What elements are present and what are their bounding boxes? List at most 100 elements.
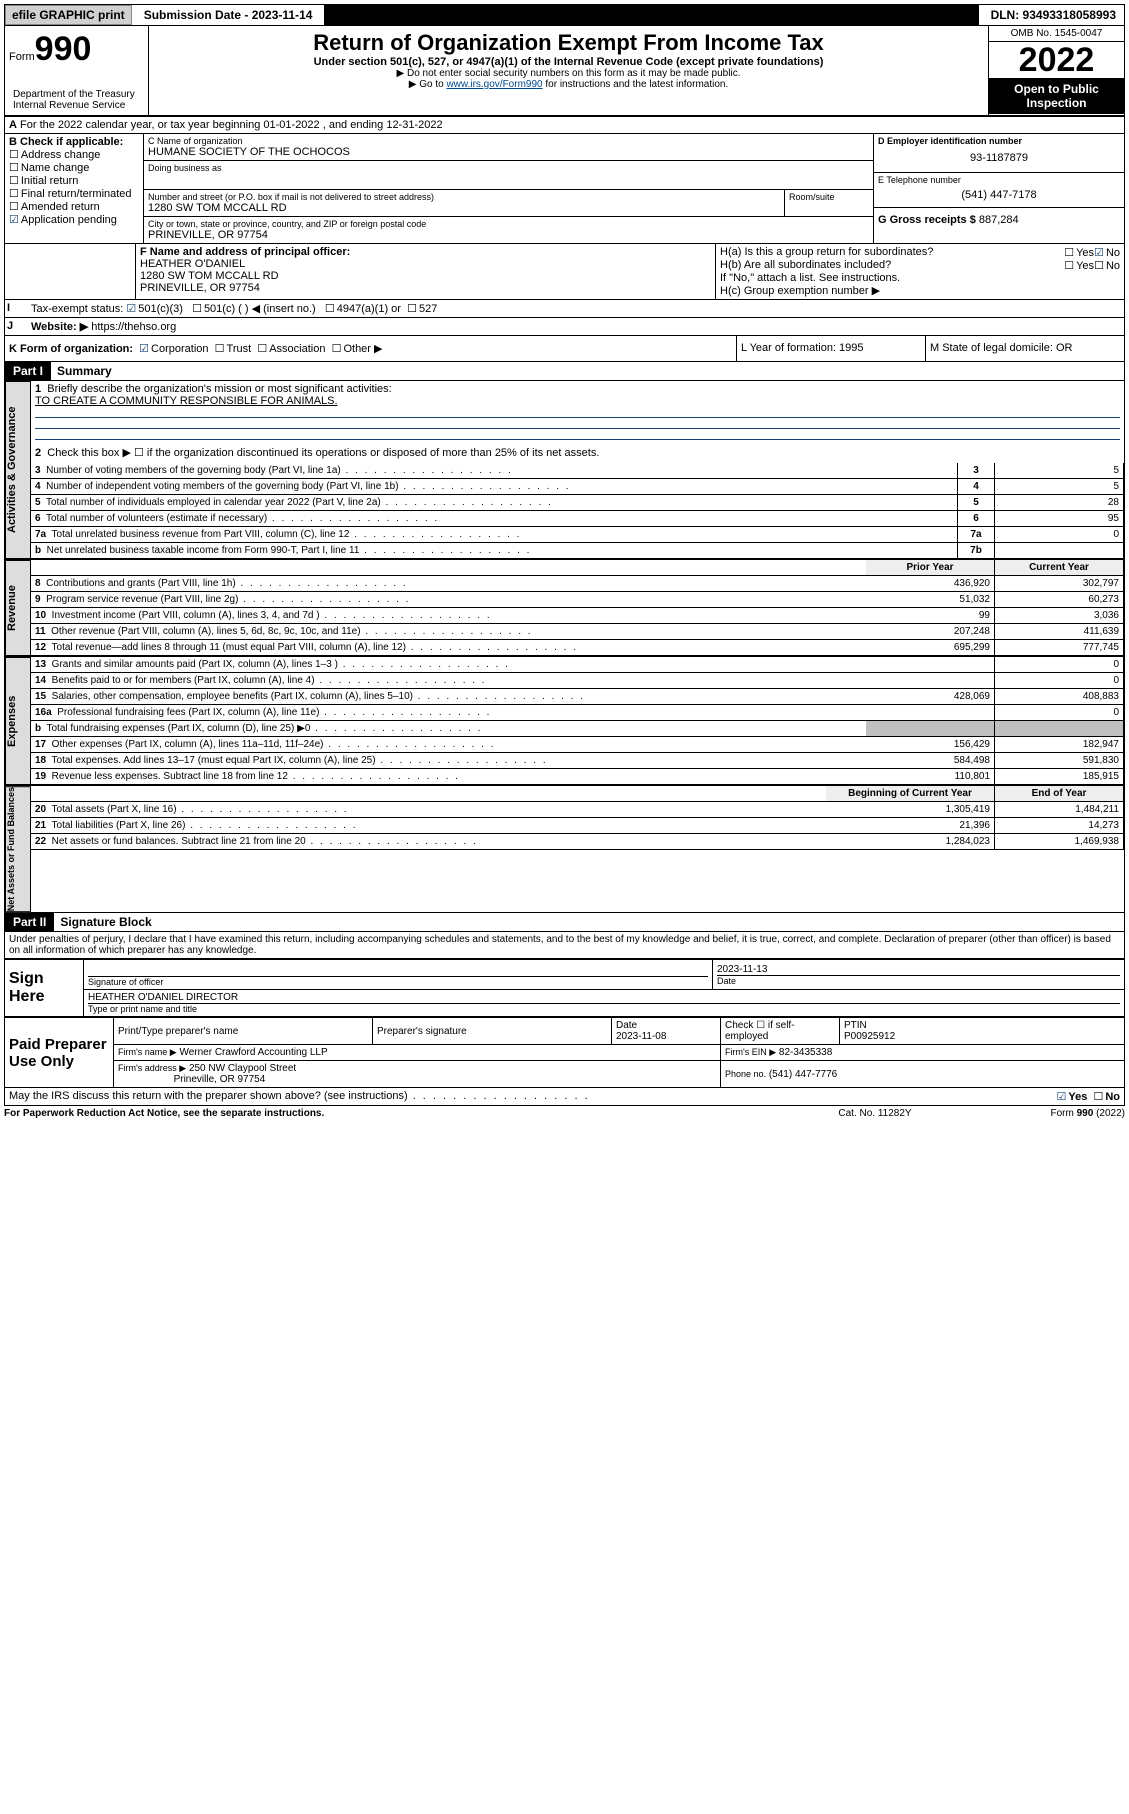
chk-501c3[interactable]: 501(c)(3): [126, 303, 183, 315]
topbar-spacer: [324, 5, 978, 25]
part1-header: Part I Summary: [4, 362, 1125, 381]
chk-527[interactable]: 527: [407, 303, 437, 315]
box-k-label: K Form of organization:: [9, 343, 133, 355]
part1-label: Part I: [5, 362, 51, 380]
top-bar: efile GRAPHIC print Submission Date - 20…: [4, 4, 1125, 26]
open-to-public: Open to Public Inspection: [989, 78, 1124, 114]
klm-block: K Form of organization: Corporation Trus…: [4, 336, 1125, 362]
line-a-text: For the 2022 calendar year, or tax year …: [20, 119, 443, 131]
website-value[interactable]: https://thehso.org: [91, 321, 176, 333]
pt-date-value: 2023-11-08: [616, 1031, 666, 1042]
firm-phone: (541) 447-7776: [769, 1069, 837, 1080]
dba-label: Doing business as: [148, 163, 869, 173]
hb-no[interactable]: No: [1094, 259, 1120, 272]
website-label: Website: ▶: [31, 321, 88, 333]
may-yes[interactable]: Yes: [1056, 1090, 1087, 1103]
ij-block: I Tax-exempt status: 501(c)(3) 501(c) ( …: [4, 300, 1125, 318]
gov-table: 3 Number of voting members of the govern…: [31, 463, 1124, 559]
hc-label: H(c) Group exemption number ▶: [720, 284, 1120, 297]
box-f-label: F Name and address of principal officer:: [140, 246, 711, 258]
box-b: B Check if applicable: Address change Na…: [5, 134, 144, 243]
efile-print-button[interactable]: efile GRAPHIC print: [5, 5, 132, 25]
officer-addr2: PRINEVILLE, OR 97754: [140, 282, 711, 294]
firm-addr2: Prineville, OR 97754: [174, 1074, 266, 1085]
box-f: F Name and address of principal officer:…: [136, 244, 716, 299]
pt-date-label: Date: [616, 1020, 637, 1031]
form-title: Return of Organization Exempt From Incom…: [153, 30, 984, 56]
box-b-label: B Check if applicable:: [9, 136, 139, 148]
form-subtitle: Under section 501(c), 527, or 4947(a)(1)…: [153, 56, 984, 68]
chk-address-change[interactable]: Address change: [9, 148, 139, 161]
note2-post: for instructions and the latest informat…: [543, 79, 729, 90]
hdr-prior: Prior Year: [866, 560, 995, 576]
box-l: L Year of formation: 1995: [737, 336, 926, 361]
hb-label: H(b) Are all subordinates included?: [720, 259, 1064, 272]
tax-status-label: Tax-exempt status:: [31, 303, 123, 315]
note2-pre: ▶ Go to: [409, 79, 447, 90]
type-name-label: Type or print name and title: [88, 1004, 1120, 1014]
firm-name: Werner Crawford Accounting LLP: [179, 1047, 327, 1058]
instructions-link[interactable]: www.irs.gov/Form990: [446, 79, 542, 90]
dln: DLN: 93493318058993: [983, 6, 1124, 24]
form-note-1: ▶ Do not enter social security numbers o…: [153, 68, 984, 79]
footer-mid: Cat. No. 11282Y: [775, 1108, 975, 1119]
may-discuss: May the IRS discuss this return with the…: [4, 1088, 1125, 1106]
tax-year: 2022: [989, 42, 1124, 78]
vtab-gov: Activities & Governance: [5, 381, 31, 559]
addr-label: Number and street (or P.O. box if mail i…: [148, 192, 780, 202]
name-label: C Name of organization: [148, 136, 869, 146]
footer-left: For Paperwork Reduction Act Notice, see …: [4, 1108, 775, 1119]
fh-block: F Name and address of principal officer:…: [4, 244, 1125, 300]
form-title-box: Return of Organization Exempt From Incom…: [149, 26, 988, 115]
chk-amended-return[interactable]: Amended return: [9, 200, 139, 213]
date-label: Date: [717, 976, 1120, 986]
pt-sig-label: Preparer's signature: [373, 1018, 612, 1045]
officer-addr1: 1280 SW TOM MCCALL RD: [140, 270, 711, 282]
chk-corp[interactable]: Corporation: [139, 343, 208, 355]
vtab-exp: Expenses: [5, 657, 31, 785]
chk-name-change[interactable]: Name change: [9, 161, 139, 174]
sig-date: 2023-11-13: [717, 964, 1120, 976]
ha-yes[interactable]: Yes: [1064, 246, 1094, 259]
q2-text: Check this box ▶ ☐ if the organization d…: [47, 447, 599, 459]
vtab-net: Net Assets or Fund Balances: [5, 786, 31, 912]
box-k: K Form of organization: Corporation Trus…: [5, 336, 737, 361]
ha-no[interactable]: No: [1094, 246, 1120, 259]
box-c: C Name of organization HUMANE SOCIETY OF…: [144, 134, 874, 243]
street-address: 1280 SW TOM MCCALL RD: [148, 202, 780, 214]
ptin-value: P00925912: [844, 1031, 895, 1042]
firm-ein: 82-3435338: [779, 1047, 832, 1058]
chk-final-return[interactable]: Final return/terminated: [9, 187, 139, 200]
chk-application-pending[interactable]: Application pending: [9, 213, 139, 226]
part1-title: Summary: [51, 362, 118, 380]
part2-title: Signature Block: [54, 913, 157, 931]
firm-addr1: 250 NW Claypool Street: [189, 1063, 296, 1074]
chk-4947[interactable]: 4947(a)(1) or: [325, 303, 401, 315]
part1-body: Activities & Governance 1 Briefly descri…: [4, 381, 1125, 560]
page-footer: For Paperwork Reduction Act Notice, see …: [4, 1106, 1125, 1121]
q1-answer: TO CREATE A COMMUNITY RESPONSIBLE FOR AN…: [35, 395, 338, 407]
hb-yes[interactable]: Yes: [1064, 259, 1094, 272]
pt-self-employed[interactable]: Check ☐ if self-employed: [721, 1018, 840, 1045]
pt-name-label: Print/Type preparer's name: [114, 1018, 373, 1045]
chk-assoc[interactable]: Association: [257, 343, 325, 355]
box-i: Tax-exempt status: 501(c)(3) 501(c) ( ) …: [27, 300, 1124, 317]
paid-preparer-block: Paid Preparer Use Only Print/Type prepar…: [4, 1017, 1125, 1088]
paid-preparer-label: Paid Preparer Use Only: [5, 1018, 114, 1088]
net-block: Net Assets or Fund Balances Beginning of…: [4, 786, 1125, 913]
chk-initial-return[interactable]: Initial return: [9, 174, 139, 187]
form-990: 990: [35, 30, 92, 68]
form-header: Form990 Department of the Treasury Inter…: [4, 26, 1125, 116]
box-deg: D Employer identification number 93-1187…: [874, 134, 1124, 243]
exp-table: 13 Grants and similar amounts paid (Part…: [31, 657, 1124, 785]
year-box: OMB No. 1545-0047 2022 Open to Public In…: [988, 26, 1124, 115]
chk-501c[interactable]: 501(c) ( ) ◀ (insert no.): [192, 303, 316, 315]
firm-name-label: Firm's name ▶: [118, 1047, 177, 1057]
hb-note: If "No," attach a list. See instructions…: [720, 272, 1120, 284]
chk-other[interactable]: Other ▶: [332, 343, 383, 355]
omb-number: OMB No. 1545-0047: [989, 26, 1124, 42]
officer-name: HEATHER O'DANIEL: [140, 258, 711, 270]
may-no[interactable]: No: [1093, 1090, 1120, 1103]
chk-trust[interactable]: Trust: [215, 343, 252, 355]
gross-value: 887,284: [979, 214, 1019, 226]
